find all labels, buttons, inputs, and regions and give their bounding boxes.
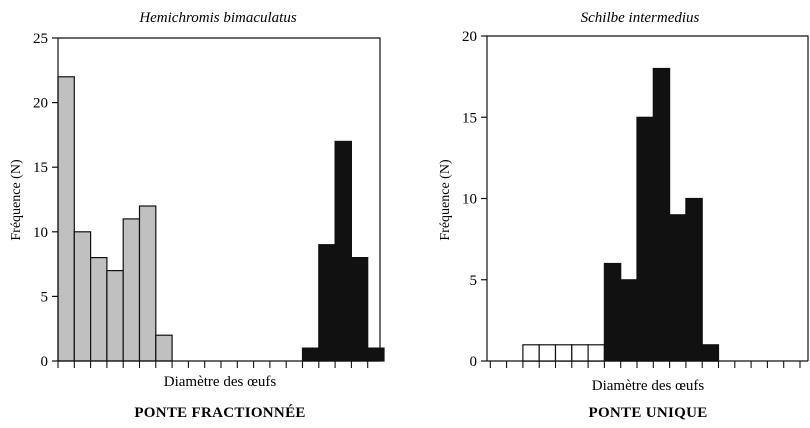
chart-caption: PONTE UNIQUE (588, 405, 707, 421)
y-axis-label: Fréquence (N) (438, 159, 453, 241)
histogram-bar (603, 262, 622, 362)
chart-panel-hemichromis: Hemichromis bimaculatus Fréquence (N) Di… (9, 10, 385, 421)
histogram-bar (367, 347, 385, 362)
y-tick-label: 25 (33, 31, 48, 47)
axes-group: 0 5 10 15 20 25 (33, 31, 381, 370)
histogram-bar (318, 244, 336, 362)
histogram-bar (701, 344, 720, 362)
y-tick-label: 20 (33, 96, 48, 112)
histogram-bar (522, 344, 540, 362)
histogram-bar (334, 140, 353, 362)
y-axis-label: Fréquence (N) (9, 159, 24, 241)
histogram-bar (636, 116, 654, 362)
histogram-bar (57, 76, 75, 362)
y-tick-label: 0 (470, 354, 478, 370)
y-tick-label: 0 (41, 354, 49, 370)
y-tick-label: 10 (462, 192, 477, 208)
y-tick-label: 20 (462, 29, 477, 45)
y-tick-label: 5 (41, 289, 49, 305)
x-axis-label: Diamètre des œufs (164, 374, 277, 390)
y-tick-label: 10 (33, 225, 48, 241)
histogram-bar (138, 205, 157, 362)
histogram-bar (538, 344, 557, 362)
bars-group (522, 67, 720, 362)
histogram-bar (106, 270, 124, 362)
histogram-bar (668, 214, 687, 362)
histogram-bar (155, 334, 173, 362)
histogram-bar (554, 344, 573, 362)
histogram-bar (73, 231, 92, 362)
histogram-bar (122, 218, 141, 362)
axes-group: 0 5 10 15 20 (462, 29, 809, 370)
histogram-bar (685, 197, 703, 362)
histogram-bar (652, 67, 671, 362)
x-axis-label: Diamètre des œufs (592, 378, 705, 394)
plot-frame (57, 37, 381, 361)
chart-title: Schilbe intermedius (581, 10, 700, 26)
chart-caption: PONTE FRACTIONNÉE (134, 404, 305, 421)
bars-group (57, 76, 385, 362)
histogram-bar (620, 279, 638, 362)
histogram-bar (571, 344, 589, 362)
histogram-bar (350, 257, 369, 362)
y-tick-label: 15 (33, 160, 48, 176)
histogram-bar (89, 257, 108, 362)
chart-title: Hemichromis bimaculatus (138, 10, 297, 26)
y-tick-label: 15 (462, 110, 477, 126)
histogram-bar (301, 347, 320, 362)
chart-panel-schilbe: Schilbe intermedius Fréquence (N) Diamèt… (438, 10, 809, 421)
y-tick-label: 5 (470, 273, 478, 289)
histogram-bar (587, 344, 605, 362)
